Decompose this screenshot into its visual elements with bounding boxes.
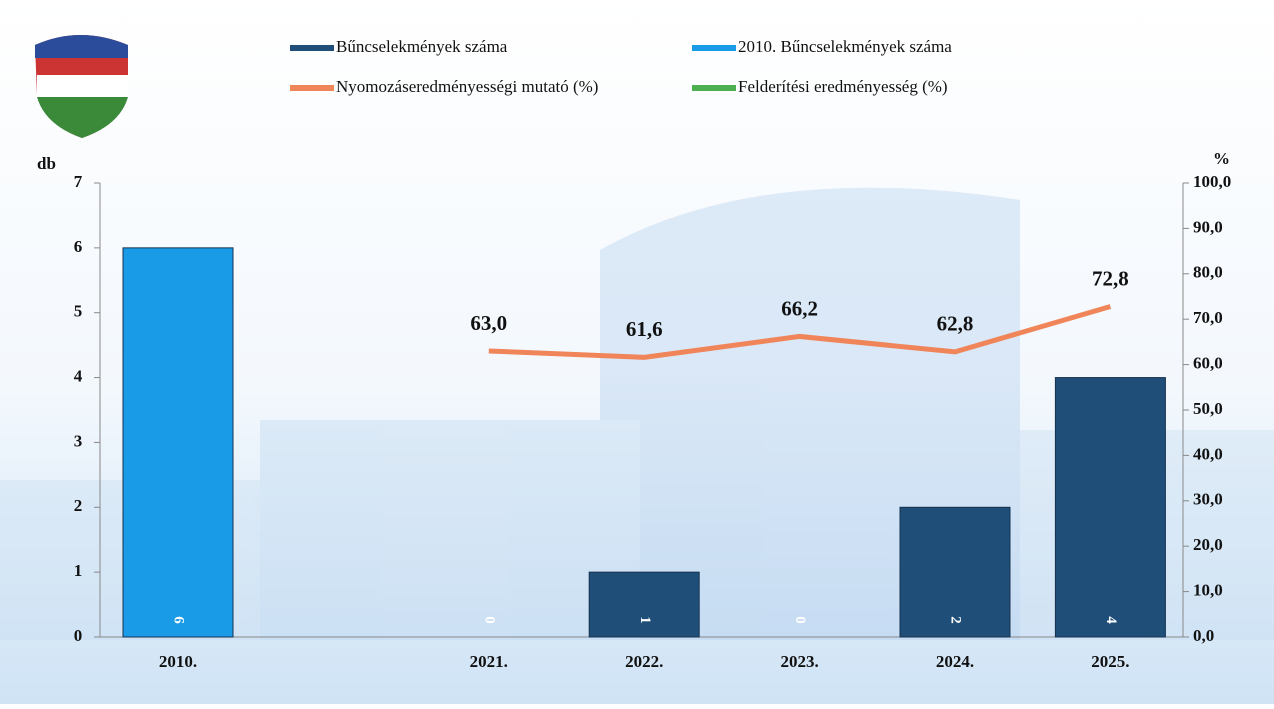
x-tick-label: 2010. bbox=[159, 652, 197, 671]
y-tick-label: 0 bbox=[74, 626, 83, 645]
y-tick-label: 6 bbox=[74, 237, 83, 256]
bar-value-label: 6 bbox=[171, 616, 187, 624]
y2-tick-label: 10,0 bbox=[1193, 581, 1223, 600]
line-value-label: 66,2 bbox=[781, 296, 818, 320]
legend-swatch bbox=[692, 45, 736, 51]
line-value-label: 61,6 bbox=[626, 317, 663, 341]
y-tick-label: 2 bbox=[74, 496, 83, 515]
bar bbox=[589, 572, 699, 637]
x-tick-label: 2024. bbox=[936, 652, 974, 671]
line-value-label: 72,8 bbox=[1092, 266, 1129, 290]
y2-tick-label: 80,0 bbox=[1193, 263, 1223, 282]
y2-tick-label: 40,0 bbox=[1193, 444, 1223, 463]
y-axis-label: db bbox=[37, 154, 56, 173]
y-tick-label: 1 bbox=[74, 561, 83, 580]
legend-swatch bbox=[290, 85, 334, 91]
bar-value-label: 0 bbox=[792, 616, 808, 624]
y-tick-label: 7 bbox=[74, 172, 83, 191]
legend-label: Nyomozáseredményességi mutató (%) bbox=[336, 77, 598, 96]
chart: db % 012345670,010,020,030,040,050,060,0… bbox=[0, 0, 1274, 704]
y2-axis-label: % bbox=[1213, 149, 1230, 168]
x-tick-label: 2025. bbox=[1091, 652, 1129, 671]
legend-label: Bűncselekmények száma bbox=[336, 37, 508, 56]
line-value-label: 62,8 bbox=[937, 312, 974, 336]
line-value-label: 63,0 bbox=[470, 311, 507, 335]
bar bbox=[123, 248, 233, 637]
y-tick-label: 4 bbox=[74, 366, 83, 385]
y2-tick-label: 20,0 bbox=[1193, 535, 1223, 554]
y-tick-label: 3 bbox=[74, 431, 83, 450]
y2-tick-label: 50,0 bbox=[1193, 399, 1223, 418]
bar-value-label: 1 bbox=[637, 616, 653, 624]
y2-tick-label: 100,0 bbox=[1193, 172, 1231, 191]
y-tick-label: 5 bbox=[74, 302, 83, 321]
legend-swatch bbox=[692, 85, 736, 91]
y2-tick-label: 70,0 bbox=[1193, 308, 1223, 327]
x-tick-label: 2023. bbox=[780, 652, 818, 671]
y2-tick-label: 30,0 bbox=[1193, 490, 1223, 509]
y2-tick-label: 90,0 bbox=[1193, 217, 1223, 236]
bar-value-label: 0 bbox=[481, 616, 497, 624]
bar-value-label: 2 bbox=[948, 616, 964, 624]
x-tick-label: 2022. bbox=[625, 652, 663, 671]
y2-tick-label: 0,0 bbox=[1193, 626, 1214, 645]
bar-value-label: 4 bbox=[1103, 616, 1119, 624]
legend-label: Felderítési eredményesség (%) bbox=[738, 77, 948, 96]
legend-swatch bbox=[290, 45, 334, 51]
y2-tick-label: 60,0 bbox=[1193, 354, 1223, 373]
x-tick-label: 2021. bbox=[470, 652, 508, 671]
legend-label: 2010. Bűncselekmények száma bbox=[738, 37, 952, 56]
bar bbox=[1055, 378, 1165, 637]
